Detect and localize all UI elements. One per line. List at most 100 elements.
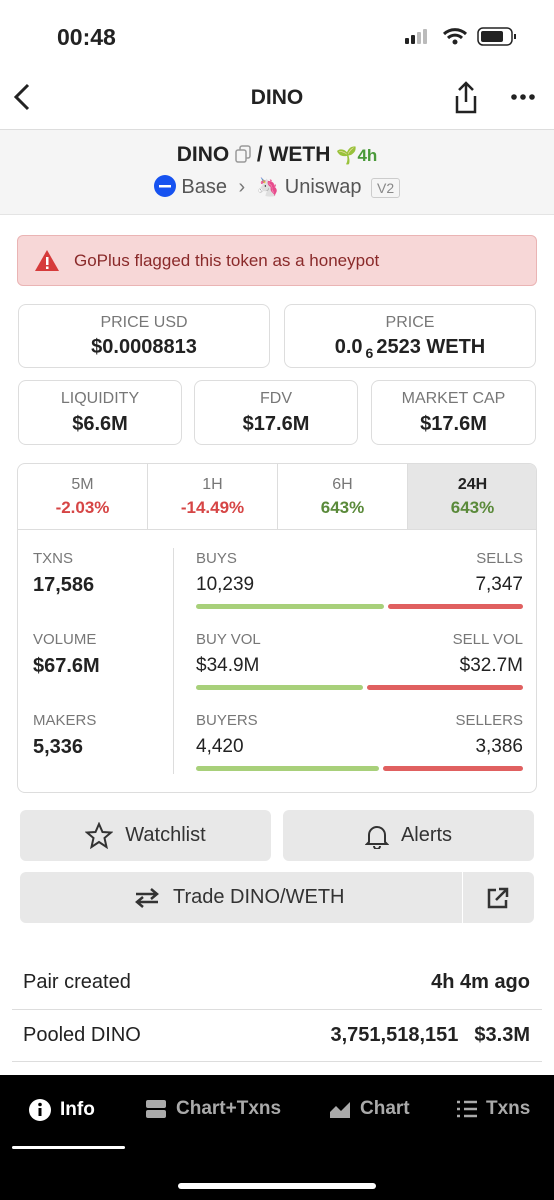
chain-icon [153,175,176,197]
price-prefix: 0.0 [334,336,363,358]
tab-chart-txns[interactable]: Chart+Txns [146,1098,281,1120]
tab-info[interactable]: Info [28,1098,95,1122]
tab-chart[interactable]: Chart [328,1098,410,1120]
pooled-usd: $3.3M [474,1024,530,1046]
buy-label: BUYS [196,550,237,567]
info-value: 4h 4m ago [431,971,530,993]
sell-label: SELLERS [455,712,523,729]
buy-value: $34.9M [196,655,260,676]
sell-label: SELLS [476,550,523,567]
timeframe-change: 643% [320,498,365,517]
dex: Uniswap [284,176,362,198]
pair-name: DINO / WETH 🌱4h [0,143,554,167]
price-usd-card: PRICE USD $0.0008813 [18,304,270,368]
metric-label: VOLUME [33,631,97,648]
base-token: DINO [176,143,230,166]
more-button[interactable] [510,92,536,102]
honeypot-alert: GoPlus flagged this token as a honeypot [17,235,537,286]
sell-label: SELL VOL [452,631,523,648]
buy-value: 4,420 [196,736,244,757]
tab-label: Info [60,1099,95,1120]
liquidity-card: LIQUIDITY $6.6M [18,380,182,445]
metric-value: $67.6M [33,655,100,677]
timeframe-label: 24H [457,476,488,493]
info-label: Pooled DINO [23,1024,141,1046]
market-cap-card: MARKET CAP $17.6M [371,380,536,445]
stat-value: $17.6M [242,413,310,435]
timeframe-label: 5M [71,476,94,493]
pair-venue: Base › 🦄 Uniswap V2 [0,175,554,199]
back-button[interactable] [10,82,34,112]
status-icons [405,27,516,46]
stat-value: $6.6M [72,413,128,435]
activity-row: VOLUME $67.6M BUY VOL $34.9M SELL VOL $32.7M [18,627,536,708]
page-title: DINO [250,86,304,109]
stat-label: FDV [260,390,292,407]
activity-panel: 5M -2.03% 1H -14.49% 6H 643% 24H 643% TXNS 17,586… [17,463,537,793]
stat-label: LIQUIDITY [60,390,140,407]
info-label: Pair created [23,971,131,993]
buy-bar [196,766,379,771]
tab-bar [0,1075,554,1200]
sell-value: $32.7M [459,655,523,676]
tab-indicator [12,1146,125,1149]
sell-value: 7,347 [475,574,523,595]
time: 00:48 [57,24,116,50]
alert-text: GoPlus flagged this token as a honeypot [74,251,380,270]
timeframe-tab[interactable]: 1H -14.49% [148,464,278,529]
share-button[interactable] [452,80,480,116]
price-card: PRICE 0.0 6 2523 WETH [284,304,536,368]
age: 4h [357,146,378,165]
metric-value: 17,586 [33,574,95,596]
sell-bar [388,604,523,609]
timeframe-label: 6H [332,476,353,493]
tab-label: Chart [360,1098,410,1119]
tab-label: Chart+Txns [176,1098,282,1119]
metric-label: TXNS [33,550,74,567]
home-indicator [178,1183,376,1189]
warning-icon [35,250,59,271]
stat-label: PRICE USD [100,314,188,331]
timeframe-tab[interactable]: 5M -2.03% [18,464,148,529]
chain: Base [181,176,227,198]
sell-value: 3,386 [475,736,523,757]
timeframe-tab[interactable]: 24H 643% [408,464,536,529]
open-external[interactable] [486,886,510,910]
button-label: Alerts [400,824,453,846]
dex-version: V2 [371,178,401,198]
timeframe-label: 1H [202,476,223,493]
pooled-amount: 3,751,518,151 [330,1024,459,1046]
sell-bar [382,766,523,771]
watchlist-button[interactable]: Watchlist [20,810,271,861]
timeframe-change: -14.49% [180,498,245,517]
activity-row: TXNS 17,586 BUYS 10,239 SELLS 7,347 [18,546,536,627]
stat-value: $17.6M [420,413,487,435]
price-zero-count: 6 [365,345,374,361]
timeframe-change: -2.03% [55,498,110,517]
pair-header [0,129,554,215]
stat-label: PRICE [385,314,435,331]
alerts-button[interactable]: Alerts [283,810,534,861]
activity-row: MAKERS 5,336 BUYERS 4,420 SELLERS 3,386 [18,708,536,789]
buy-label: BUY VOL [196,631,261,648]
sell-bar [366,685,523,690]
tab-label: Txns [486,1098,531,1119]
buy-label: BUYERS [196,712,258,729]
fdv-card: FDV $17.6M [194,380,358,445]
info-value: 3,751,518,151 $3.3M [331,1024,531,1047]
stat-label: MARKET CAP [401,390,506,407]
button-label: Trade DINO/WETH [173,886,345,908]
buy-value: 10,239 [196,574,255,595]
copy-icon[interactable] [235,145,251,163]
timeframe-change: 643% [450,498,495,517]
button-label: Watchlist [125,824,206,846]
timeframe-tab[interactable]: 6H 643% [278,464,408,529]
price-suffix: 2523 WETH [376,336,486,358]
buy-bar [196,604,385,609]
stat-value: $0.0008813 [91,336,197,358]
buy-bar [196,685,363,690]
stat-value: 0.0 6 2523 WETH [285,336,535,361]
trade-button[interactable]: Trade DINO/WETH [20,872,534,923]
tab-txns[interactable]: Txns [456,1098,530,1120]
